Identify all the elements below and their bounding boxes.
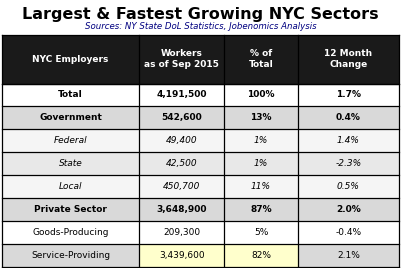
Text: 1.7%: 1.7% bbox=[336, 91, 361, 99]
Text: 209,300: 209,300 bbox=[163, 228, 200, 237]
Bar bbox=[139, 106, 224, 129]
Text: Local: Local bbox=[59, 182, 82, 191]
Bar bbox=[298, 84, 399, 106]
Bar bbox=[298, 175, 399, 198]
Text: 450,700: 450,700 bbox=[163, 182, 200, 191]
Bar bbox=[139, 175, 224, 198]
Text: 2.0%: 2.0% bbox=[336, 205, 361, 214]
Text: 0.5%: 0.5% bbox=[337, 182, 360, 191]
Text: 542,600: 542,600 bbox=[161, 113, 202, 122]
Bar bbox=[224, 244, 298, 267]
Bar bbox=[2, 175, 139, 198]
Text: -2.3%: -2.3% bbox=[335, 159, 361, 168]
Bar bbox=[139, 244, 224, 267]
Bar bbox=[2, 35, 399, 84]
Bar bbox=[2, 129, 139, 152]
Text: 3,439,600: 3,439,600 bbox=[159, 251, 205, 260]
Text: Federal: Federal bbox=[54, 136, 87, 145]
Text: 5%: 5% bbox=[254, 228, 268, 237]
Text: 1%: 1% bbox=[254, 159, 268, 168]
Text: 100%: 100% bbox=[247, 91, 275, 99]
Text: 3,648,900: 3,648,900 bbox=[156, 205, 207, 214]
Bar bbox=[224, 84, 298, 106]
Bar bbox=[2, 84, 139, 106]
Bar bbox=[139, 84, 224, 106]
Text: Total: Total bbox=[58, 91, 83, 99]
Text: 4,191,500: 4,191,500 bbox=[156, 91, 207, 99]
Text: Workers
as of Sep 2015: Workers as of Sep 2015 bbox=[144, 50, 219, 69]
Bar bbox=[298, 244, 399, 267]
Bar bbox=[224, 106, 298, 129]
Text: Sources: NY State DoL Statistics, Jobenomics Analysis: Sources: NY State DoL Statistics, Jobeno… bbox=[85, 22, 316, 31]
Text: NYC Employers: NYC Employers bbox=[32, 55, 109, 64]
Bar bbox=[2, 152, 139, 175]
Bar bbox=[298, 198, 399, 221]
Text: Government: Government bbox=[39, 113, 102, 122]
Bar bbox=[224, 175, 298, 198]
Bar bbox=[2, 198, 139, 221]
Text: 1.4%: 1.4% bbox=[337, 136, 360, 145]
Bar bbox=[224, 152, 298, 175]
Bar bbox=[298, 152, 399, 175]
Bar bbox=[139, 152, 224, 175]
Text: 82%: 82% bbox=[251, 251, 271, 260]
Text: 11%: 11% bbox=[251, 182, 271, 191]
Bar bbox=[298, 106, 399, 129]
Text: 42,500: 42,500 bbox=[166, 159, 197, 168]
Text: 49,400: 49,400 bbox=[166, 136, 197, 145]
Text: % of
Total: % of Total bbox=[249, 50, 273, 69]
Text: Largest & Fastest Growing NYC Sectors: Largest & Fastest Growing NYC Sectors bbox=[22, 7, 379, 22]
Text: Service-Providing: Service-Providing bbox=[31, 251, 110, 260]
Text: 1%: 1% bbox=[254, 136, 268, 145]
Text: 12 Month
Change: 12 Month Change bbox=[324, 50, 373, 69]
Text: 2.1%: 2.1% bbox=[337, 251, 360, 260]
Text: Goods-Producing: Goods-Producing bbox=[32, 228, 109, 237]
Bar bbox=[139, 221, 224, 244]
Bar bbox=[224, 221, 298, 244]
Text: 87%: 87% bbox=[250, 205, 272, 214]
Bar bbox=[298, 221, 399, 244]
Bar bbox=[224, 129, 298, 152]
Bar bbox=[139, 198, 224, 221]
Text: State: State bbox=[59, 159, 82, 168]
Bar bbox=[139, 129, 224, 152]
Text: 13%: 13% bbox=[250, 113, 272, 122]
Bar bbox=[2, 244, 139, 267]
Bar bbox=[2, 221, 139, 244]
Text: 0.4%: 0.4% bbox=[336, 113, 361, 122]
Bar bbox=[2, 106, 139, 129]
Text: Private Sector: Private Sector bbox=[34, 205, 107, 214]
Bar bbox=[298, 129, 399, 152]
Text: -0.4%: -0.4% bbox=[335, 228, 361, 237]
Bar bbox=[224, 198, 298, 221]
